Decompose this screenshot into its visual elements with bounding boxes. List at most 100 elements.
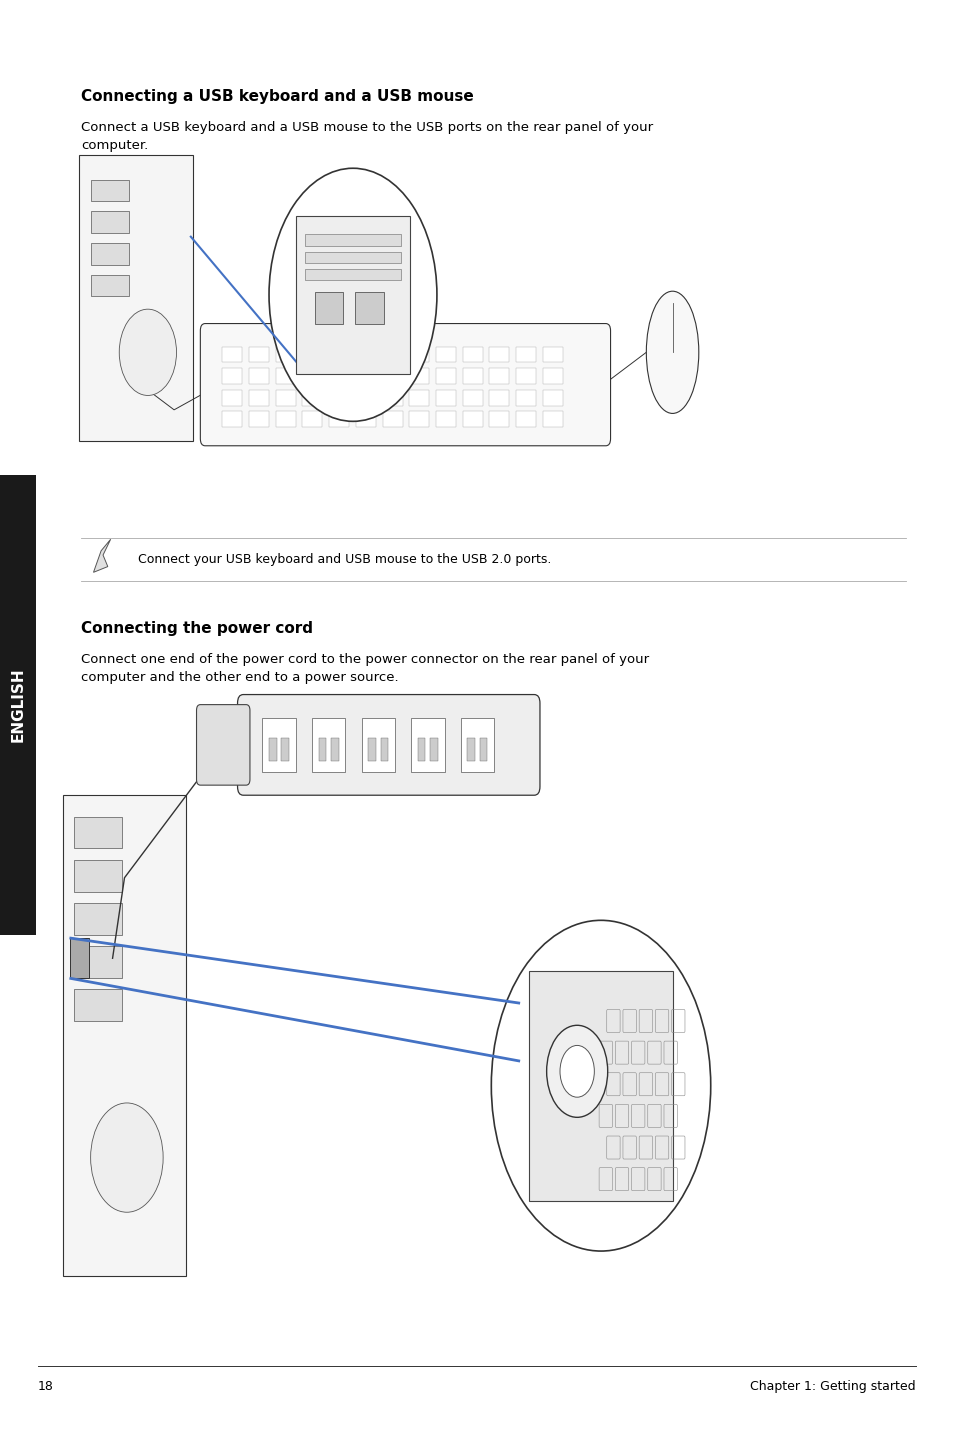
FancyBboxPatch shape	[542, 347, 562, 362]
FancyBboxPatch shape	[411, 718, 444, 772]
Text: 18: 18	[38, 1379, 54, 1393]
FancyBboxPatch shape	[409, 347, 429, 362]
FancyBboxPatch shape	[462, 390, 482, 406]
FancyBboxPatch shape	[542, 390, 562, 406]
FancyBboxPatch shape	[436, 411, 456, 427]
FancyBboxPatch shape	[314, 292, 343, 324]
FancyBboxPatch shape	[355, 292, 383, 324]
FancyBboxPatch shape	[355, 368, 375, 384]
FancyBboxPatch shape	[222, 411, 242, 427]
FancyBboxPatch shape	[409, 390, 429, 406]
FancyBboxPatch shape	[91, 275, 129, 296]
FancyBboxPatch shape	[542, 411, 562, 427]
Text: Chapter 1: Getting started: Chapter 1: Getting started	[749, 1379, 915, 1393]
FancyBboxPatch shape	[436, 390, 456, 406]
FancyBboxPatch shape	[305, 234, 400, 246]
FancyBboxPatch shape	[361, 718, 395, 772]
Text: Connecting a USB keyboard and a USB mouse: Connecting a USB keyboard and a USB mous…	[81, 89, 474, 104]
FancyBboxPatch shape	[200, 324, 610, 446]
FancyBboxPatch shape	[295, 216, 410, 374]
FancyBboxPatch shape	[460, 718, 494, 772]
Circle shape	[119, 309, 176, 395]
FancyBboxPatch shape	[355, 411, 375, 427]
FancyBboxPatch shape	[74, 946, 122, 978]
FancyBboxPatch shape	[430, 738, 437, 761]
FancyBboxPatch shape	[516, 368, 536, 384]
FancyBboxPatch shape	[516, 347, 536, 362]
FancyBboxPatch shape	[479, 738, 487, 761]
FancyBboxPatch shape	[331, 738, 338, 761]
FancyBboxPatch shape	[355, 390, 375, 406]
FancyBboxPatch shape	[275, 368, 295, 384]
FancyBboxPatch shape	[368, 738, 375, 761]
FancyBboxPatch shape	[380, 738, 388, 761]
Circle shape	[269, 168, 436, 421]
FancyBboxPatch shape	[489, 368, 509, 384]
FancyBboxPatch shape	[0, 475, 36, 935]
FancyBboxPatch shape	[436, 368, 456, 384]
FancyBboxPatch shape	[355, 347, 375, 362]
FancyBboxPatch shape	[63, 795, 186, 1276]
FancyBboxPatch shape	[91, 243, 129, 265]
FancyBboxPatch shape	[302, 411, 322, 427]
FancyBboxPatch shape	[249, 411, 269, 427]
FancyBboxPatch shape	[305, 252, 400, 263]
FancyBboxPatch shape	[222, 368, 242, 384]
FancyBboxPatch shape	[516, 390, 536, 406]
FancyBboxPatch shape	[74, 817, 122, 848]
FancyBboxPatch shape	[382, 390, 402, 406]
Circle shape	[559, 1045, 594, 1097]
FancyBboxPatch shape	[417, 738, 425, 761]
Ellipse shape	[646, 290, 698, 414]
FancyBboxPatch shape	[436, 347, 456, 362]
FancyBboxPatch shape	[516, 411, 536, 427]
FancyBboxPatch shape	[281, 738, 289, 761]
Text: Connecting the power cord: Connecting the power cord	[81, 621, 313, 636]
FancyBboxPatch shape	[74, 903, 122, 935]
FancyBboxPatch shape	[329, 347, 349, 362]
FancyBboxPatch shape	[70, 938, 89, 978]
FancyBboxPatch shape	[275, 411, 295, 427]
Circle shape	[491, 920, 710, 1251]
FancyBboxPatch shape	[74, 860, 122, 892]
FancyBboxPatch shape	[329, 390, 349, 406]
FancyBboxPatch shape	[302, 347, 322, 362]
FancyBboxPatch shape	[302, 368, 322, 384]
FancyBboxPatch shape	[489, 390, 509, 406]
Circle shape	[91, 1103, 163, 1212]
FancyBboxPatch shape	[382, 347, 402, 362]
FancyBboxPatch shape	[489, 411, 509, 427]
FancyBboxPatch shape	[249, 368, 269, 384]
FancyBboxPatch shape	[467, 738, 475, 761]
FancyBboxPatch shape	[462, 347, 482, 362]
FancyBboxPatch shape	[91, 211, 129, 233]
FancyBboxPatch shape	[262, 718, 295, 772]
FancyBboxPatch shape	[312, 718, 345, 772]
FancyBboxPatch shape	[318, 738, 326, 761]
FancyBboxPatch shape	[529, 971, 672, 1201]
FancyBboxPatch shape	[409, 368, 429, 384]
FancyBboxPatch shape	[269, 738, 276, 761]
FancyBboxPatch shape	[74, 989, 122, 1021]
FancyBboxPatch shape	[222, 347, 242, 362]
FancyBboxPatch shape	[196, 705, 250, 785]
FancyBboxPatch shape	[542, 368, 562, 384]
FancyBboxPatch shape	[409, 411, 429, 427]
Polygon shape	[93, 539, 111, 572]
Text: Connect your USB keyboard and USB mouse to the USB 2.0 ports.: Connect your USB keyboard and USB mouse …	[138, 552, 551, 567]
FancyBboxPatch shape	[329, 368, 349, 384]
FancyBboxPatch shape	[462, 368, 482, 384]
FancyBboxPatch shape	[302, 390, 322, 406]
FancyBboxPatch shape	[237, 695, 539, 795]
FancyBboxPatch shape	[249, 390, 269, 406]
FancyBboxPatch shape	[222, 390, 242, 406]
Text: Connect one end of the power cord to the power connector on the rear panel of yo: Connect one end of the power cord to the…	[81, 653, 649, 684]
FancyBboxPatch shape	[275, 347, 295, 362]
FancyBboxPatch shape	[79, 155, 193, 441]
Text: ENGLISH: ENGLISH	[10, 667, 26, 742]
Text: Connect a USB keyboard and a USB mouse to the USB ports on the rear panel of you: Connect a USB keyboard and a USB mouse t…	[81, 121, 653, 152]
FancyBboxPatch shape	[462, 411, 482, 427]
FancyBboxPatch shape	[249, 347, 269, 362]
FancyBboxPatch shape	[489, 347, 509, 362]
FancyBboxPatch shape	[382, 368, 402, 384]
